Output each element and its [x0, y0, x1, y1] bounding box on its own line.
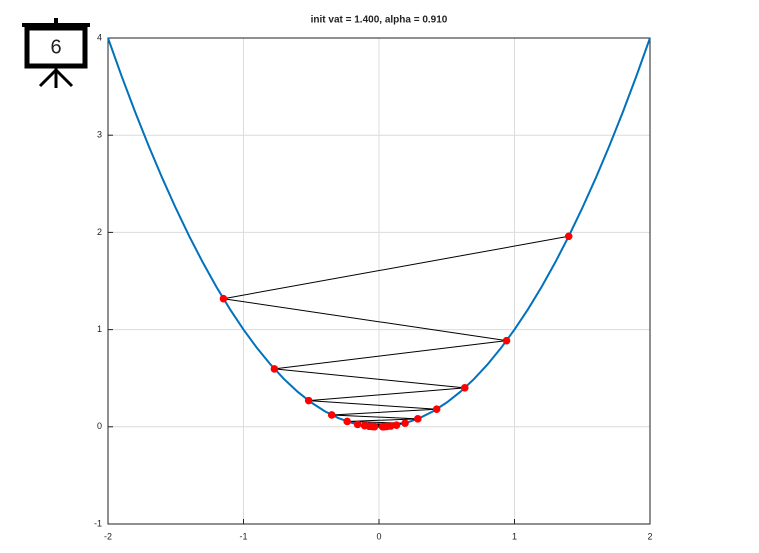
y-tick-label: -1: [94, 518, 102, 528]
slide-number: 6: [50, 36, 61, 58]
y-tick-label: 1: [97, 324, 102, 334]
x-tick-label: -2: [104, 531, 112, 541]
point-marker: [378, 422, 387, 431]
icon-leg: [54, 68, 74, 88]
icon-board: [24, 25, 88, 69]
x-tick-label: -1: [239, 531, 247, 541]
x-tick-label: 2: [647, 531, 652, 541]
x-tick-label: 1: [512, 531, 517, 541]
slide-icon: 6: [22, 18, 90, 88]
point-marker: [564, 232, 573, 241]
y-tick-label: 4: [97, 32, 102, 42]
point-marker: [413, 415, 422, 423]
point-marker: [401, 419, 409, 428]
plot-frame: [107, 37, 651, 525]
chart-title: init vat = 1.400, alpha = 0.910: [311, 15, 448, 26]
point-marker: [460, 384, 469, 392]
point-marker: [270, 365, 279, 373]
x-tick-label: 0: [376, 531, 381, 541]
point-marker: [432, 405, 441, 413]
point-marker: [327, 411, 336, 419]
point-marker: [353, 420, 362, 429]
point-marker: [304, 396, 313, 405]
y-tick-label: 3: [97, 130, 102, 140]
y-tick-label: 2: [97, 227, 102, 237]
icon-leg: [38, 68, 58, 88]
y-tick-label: 0: [97, 421, 102, 431]
point-marker: [502, 336, 511, 345]
point-marker: [343, 417, 352, 426]
point-marker: [219, 294, 228, 303]
point-marker: [370, 422, 379, 431]
